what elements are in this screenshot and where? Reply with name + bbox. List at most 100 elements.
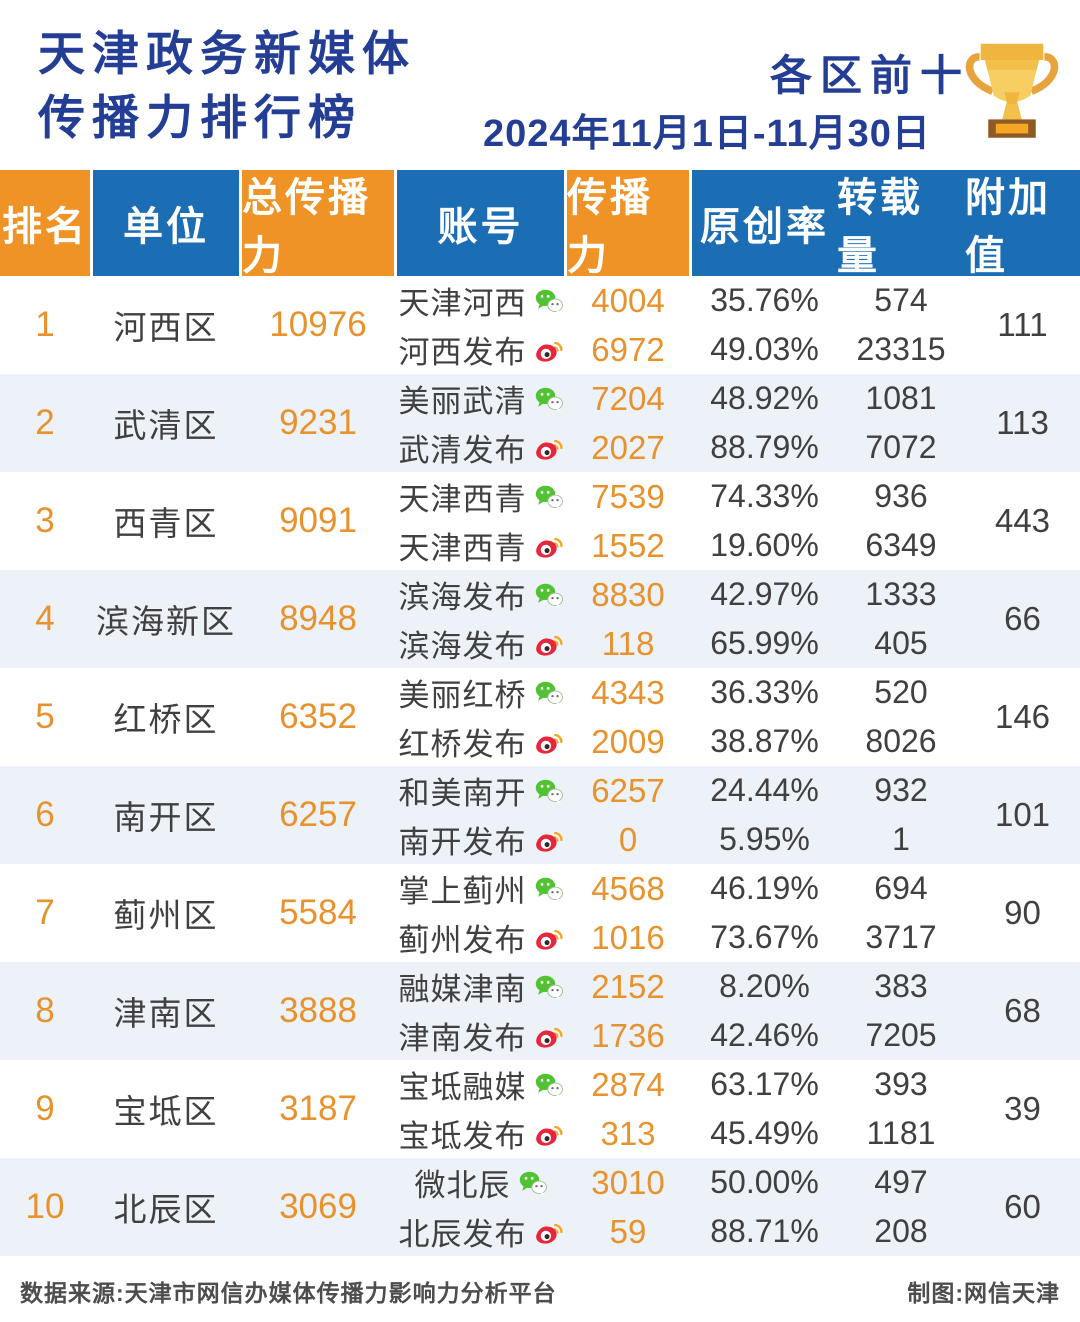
power-value: 2027 (591, 428, 665, 466)
wechat-icon (535, 386, 563, 412)
rank-value: 5 (35, 697, 55, 736)
repost-count-value: 574 (874, 282, 928, 318)
repost-count-value: 694 (874, 870, 928, 906)
account-wechat: 融媒津南 (399, 967, 563, 1007)
bonus-value: 101 (994, 796, 1051, 833)
account-cell: 融媒津南 (397, 962, 564, 1060)
table-row: 4 滨海新区 8948 滨海发布 (0, 570, 1080, 668)
power-value: 8830 (591, 575, 665, 613)
table-row: 3 西青区 9091 天津西青 (0, 472, 1080, 570)
bonus-value: 39 (1004, 1090, 1041, 1127)
wechat-icon (535, 288, 563, 314)
wechat-icon (535, 974, 563, 1000)
rank-value: 4 (35, 599, 55, 638)
account-cell: 微北辰 (397, 1158, 564, 1256)
original-rate-value: 49.03% (710, 331, 819, 367)
unit-name: 西青区 (113, 505, 219, 542)
col-header-bonus: 附加值 (965, 176, 1051, 278)
wechat-icon (535, 484, 563, 510)
metrics-cell: 46.19% 73.67% 694 3717 90 (692, 864, 1080, 962)
power-value: 6972 (591, 330, 665, 368)
power-value: 59 (609, 1212, 647, 1250)
table-header: 排名 单位 总传播力 账号 传播力 原创率 转载量 附加值 (0, 170, 1080, 278)
weibo-icon (535, 435, 563, 461)
bonus-value: 90 (1004, 894, 1041, 931)
power-cell: 6257 0 (567, 766, 689, 864)
account-cell: 美丽武清 (397, 374, 564, 472)
repost-count-cell: 932 1 (837, 766, 965, 864)
account-cell: 和美南开 (397, 766, 564, 864)
repost-count-value: 405 (874, 625, 928, 661)
original-rate-value: 36.33% (710, 674, 819, 710)
bonus-value: 113 (996, 404, 1049, 441)
power-value: 4343 (591, 673, 665, 711)
original-rate-value: 88.71% (710, 1213, 819, 1249)
repost-count-value: 23315 (856, 331, 946, 367)
credit: 制图:网信天津 (907, 1280, 1060, 1306)
power-value: 1552 (591, 526, 665, 564)
weibo-icon (535, 533, 563, 559)
account-name: 天津河西 (398, 286, 527, 321)
original-rate-cell: 50.00% 88.71% (692, 1158, 837, 1256)
metrics-cell: 50.00% 88.71% 497 208 60 (692, 1158, 1080, 1256)
weibo-icon (535, 1023, 563, 1049)
bonus-value: 146 (994, 698, 1051, 735)
account-name: 宝坻融媒 (398, 1070, 527, 1105)
account-wechat: 滨海发布 (399, 575, 563, 615)
account-cell: 掌上蓟州 (397, 864, 564, 962)
original-rate-cell: 24.44% 5.95% (692, 766, 837, 864)
data-source: 数据来源:天津市网信办媒体传播力影响力分析平台 (20, 1280, 557, 1306)
total-power-value: 10976 (269, 305, 367, 344)
account-weibo: 河西发布 (399, 330, 563, 370)
repost-count-cell: 1081 7072 (837, 374, 965, 472)
weibo-icon (535, 631, 563, 657)
scope-badge: 各区前十 (770, 52, 971, 99)
total-power-value: 3187 (279, 1089, 357, 1128)
bonus-value: 111 (997, 306, 1048, 343)
account-cell: 天津河西 (397, 276, 564, 374)
unit-name: 蓟州区 (113, 897, 219, 934)
power-value: 313 (600, 1114, 656, 1152)
rank-value: 10 (25, 1187, 65, 1226)
table-row: 8 津南区 3888 融媒津南 (0, 962, 1080, 1060)
power-cell: 8830 118 (567, 570, 689, 668)
original-rate-value: 88.79% (710, 429, 819, 465)
power-cell: 2152 1736 (567, 962, 689, 1060)
bonus-value: 60 (1004, 1188, 1041, 1225)
repost-count-value: 6349 (865, 527, 937, 563)
table-body: 1 河西区 10976 天津河西 (0, 276, 1080, 1256)
power-value: 3010 (591, 1163, 665, 1201)
power-value: 1736 (591, 1016, 665, 1054)
table-row: 7 蓟州区 5584 掌上蓟州 (0, 864, 1080, 962)
account-name: 掌上蓟州 (398, 874, 527, 909)
original-rate-cell: 46.19% 73.67% (692, 864, 837, 962)
total-power-value: 5584 (279, 893, 357, 932)
wechat-icon (535, 680, 563, 706)
original-rate-value: 24.44% (710, 772, 819, 808)
weibo-icon (535, 337, 563, 363)
repost-count-cell: 393 1181 (837, 1060, 965, 1158)
table-row: 1 河西区 10976 天津河西 (0, 276, 1080, 374)
bonus-value: 66 (1004, 600, 1041, 637)
original-rate-value: 74.33% (710, 478, 819, 514)
account-wechat: 美丽武清 (399, 379, 563, 419)
repost-count-value: 393 (874, 1066, 928, 1102)
account-name: 北辰发布 (398, 1217, 527, 1252)
rank-value: 6 (35, 795, 55, 834)
col-header-total-power: 总传播力 (242, 170, 394, 278)
weibo-icon (535, 827, 563, 853)
original-rate-value: 19.60% (710, 527, 819, 563)
wechat-icon (535, 1072, 563, 1098)
repost-count-value: 497 (874, 1164, 928, 1200)
power-cell: 4343 2009 (567, 668, 689, 766)
rank-value: 3 (35, 501, 55, 540)
wechat-icon (535, 778, 563, 804)
total-power-value: 6352 (279, 697, 357, 736)
power-value: 6257 (591, 771, 665, 809)
account-name: 融媒津南 (398, 972, 527, 1007)
total-power-value: 9091 (279, 501, 357, 540)
original-rate-cell: 48.92% 88.79% (692, 374, 837, 472)
unit-name: 津南区 (113, 995, 219, 1032)
original-rate-value: 42.97% (710, 576, 819, 612)
account-weibo: 蓟州发布 (399, 918, 563, 958)
